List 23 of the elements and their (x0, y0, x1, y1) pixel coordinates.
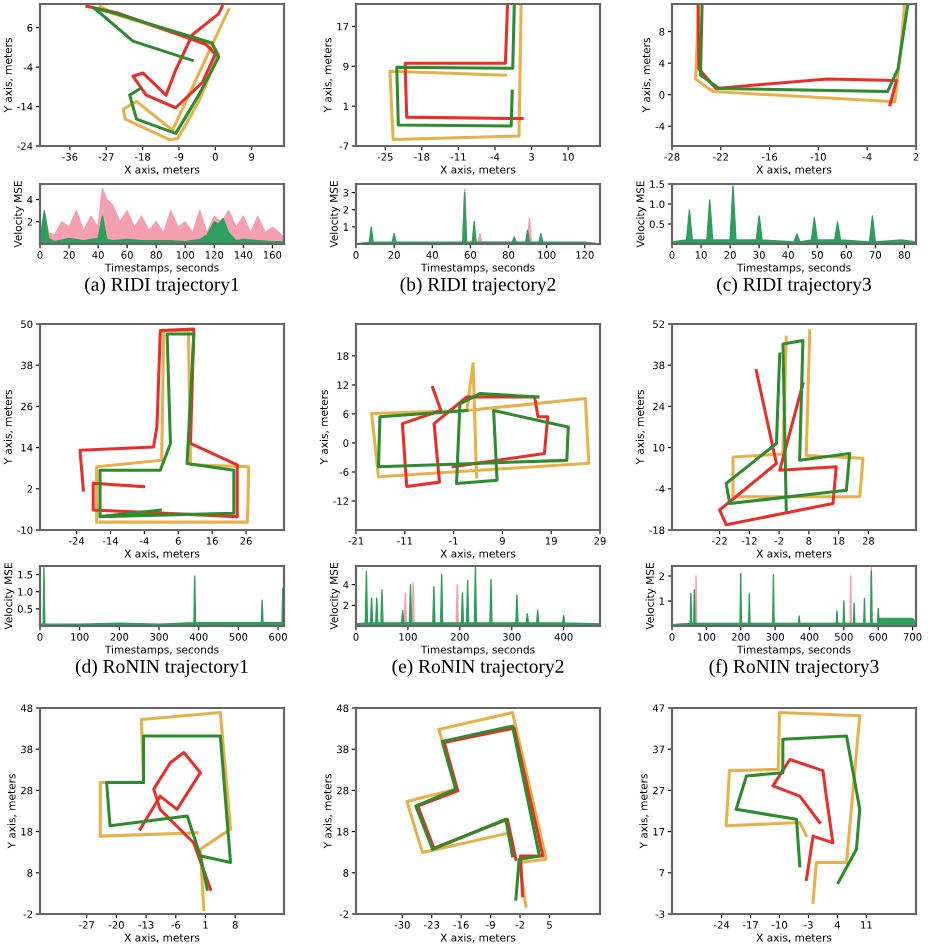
line-series (388, 4, 523, 142)
line-series (98, 332, 236, 519)
line-series (771, 757, 835, 881)
line-series (734, 734, 862, 885)
line-series (85, 4, 224, 110)
line-series (718, 368, 838, 527)
text: (e) RoNIN trajectory2 (392, 659, 564, 677)
text: (a) RIDI trajectory1 (85, 277, 239, 295)
line-series (105, 734, 233, 891)
text: (b) RIDI trajectory2 (400, 277, 556, 295)
line-series (400, 385, 550, 489)
text: (c) RIDI trajectory3 (717, 277, 871, 295)
line-series (95, 328, 251, 524)
line-series (370, 362, 591, 479)
line-series (724, 338, 852, 512)
line-series (376, 392, 570, 486)
text: (d) RoNIN trajectory1 (75, 659, 248, 677)
line-series (724, 711, 862, 904)
text: (f) RoNIN trajectory3 (709, 659, 879, 677)
line-series (138, 750, 213, 891)
line-series (98, 711, 233, 911)
line-series (78, 327, 239, 519)
line-series (731, 329, 865, 499)
